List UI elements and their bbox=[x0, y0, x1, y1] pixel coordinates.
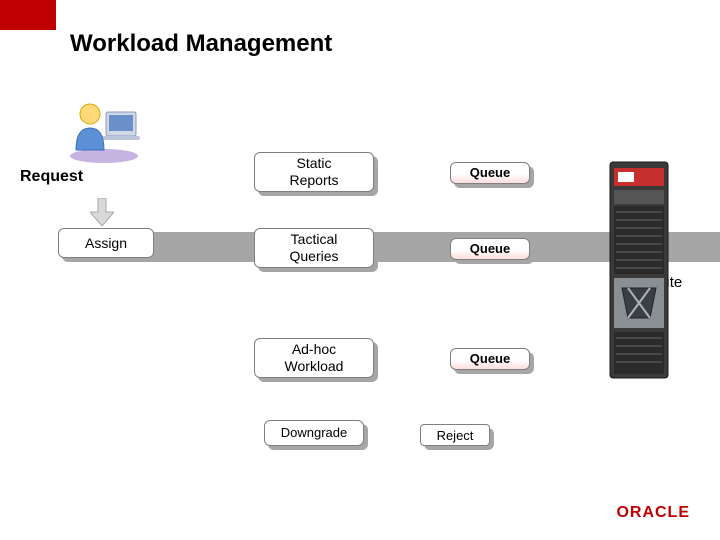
arrow-down-icon bbox=[90, 198, 114, 226]
queue-node-1: Queue bbox=[450, 162, 530, 184]
page-title: Workload Management bbox=[70, 30, 332, 58]
category-label: Tactical Queries bbox=[254, 228, 374, 268]
queue-node-2: Queue bbox=[450, 238, 530, 260]
queue-label: Queue bbox=[450, 238, 530, 260]
category-tactical-queries: Tactical Queries bbox=[254, 228, 374, 268]
brand-accent-block bbox=[0, 0, 56, 30]
category-label: Downgrade bbox=[264, 420, 364, 446]
request-label: Request bbox=[20, 168, 83, 186]
oracle-logo: ORACLE bbox=[616, 504, 690, 522]
queue-node-3: Queue bbox=[450, 348, 530, 370]
category-label: Static Reports bbox=[254, 152, 374, 192]
queue-label: Queue bbox=[450, 348, 530, 370]
category-adhoc-workload: Ad-hoc Workload bbox=[254, 338, 374, 378]
queue-label: Queue bbox=[450, 162, 530, 184]
category-label: Ad-hoc Workload bbox=[254, 338, 374, 378]
category-static-reports: Static Reports bbox=[254, 152, 374, 192]
user-request-icon bbox=[64, 94, 144, 164]
category-downgrade: Downgrade bbox=[264, 420, 364, 446]
assign-node-label: Assign bbox=[58, 228, 154, 258]
reject-label: Reject bbox=[420, 424, 490, 446]
reject-node: Reject bbox=[420, 424, 490, 446]
server-rack-icon bbox=[608, 160, 670, 380]
